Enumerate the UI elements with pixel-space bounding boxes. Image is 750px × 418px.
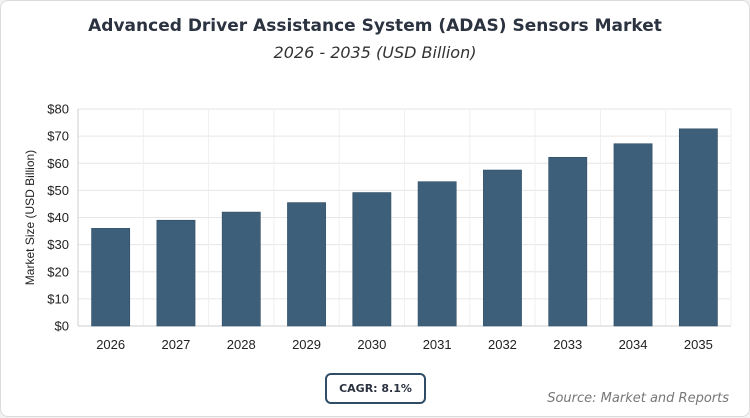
x-tick-label: 2027 (161, 337, 190, 352)
y-tick-label: $70 (47, 129, 69, 144)
y-tick-label: $0 (55, 319, 69, 334)
bar (678, 128, 718, 327)
x-tick-labels: 2026 2027 2028 2029 2030 2031 2032 2033 2034 2035 (96, 337, 713, 352)
y-tick-label: $60 (47, 156, 69, 171)
x-tick-label: 2032 (488, 337, 517, 352)
bar (483, 169, 522, 327)
x-tick-label: 2035 (684, 337, 713, 352)
bar (417, 181, 457, 327)
y-axis-label: Market Size (USD Billion) (23, 150, 37, 285)
bar (613, 143, 653, 327)
y-tick-labels: $0 $10 $20 $30 $40 $50 $60 $70 $80 (47, 102, 69, 334)
x-tick-label: 2029 (292, 337, 321, 352)
y-tick-label: $80 (47, 102, 69, 117)
bar (156, 219, 196, 327)
bar (221, 211, 261, 327)
y-tick-label: $20 (47, 264, 69, 279)
bar (91, 228, 131, 327)
bar (548, 156, 588, 327)
bars (91, 128, 718, 327)
x-tick-label: 2034 (619, 337, 648, 352)
bar (352, 192, 392, 327)
x-tick-label: 2033 (553, 337, 582, 352)
x-tick-label: 2030 (357, 337, 386, 352)
y-tick-label: $50 (47, 183, 69, 198)
chart-title: Advanced Driver Assistance System (ADAS)… (88, 16, 662, 36)
x-tick-label: 2026 (96, 337, 125, 352)
chart-subtitle: 2026 - 2035 (USD Billion) (273, 43, 477, 62)
x-tick-label: 2028 (227, 337, 256, 352)
y-tick-label: $40 (47, 210, 69, 225)
bar (287, 202, 326, 327)
y-tick-label: $30 (47, 237, 69, 252)
source-note: Source: Market and Reports (547, 391, 729, 406)
cagr-badge: CAGR: 8.1% (325, 373, 426, 404)
x-tick-label: 2031 (423, 337, 452, 352)
y-tick-label: $10 (47, 291, 69, 306)
